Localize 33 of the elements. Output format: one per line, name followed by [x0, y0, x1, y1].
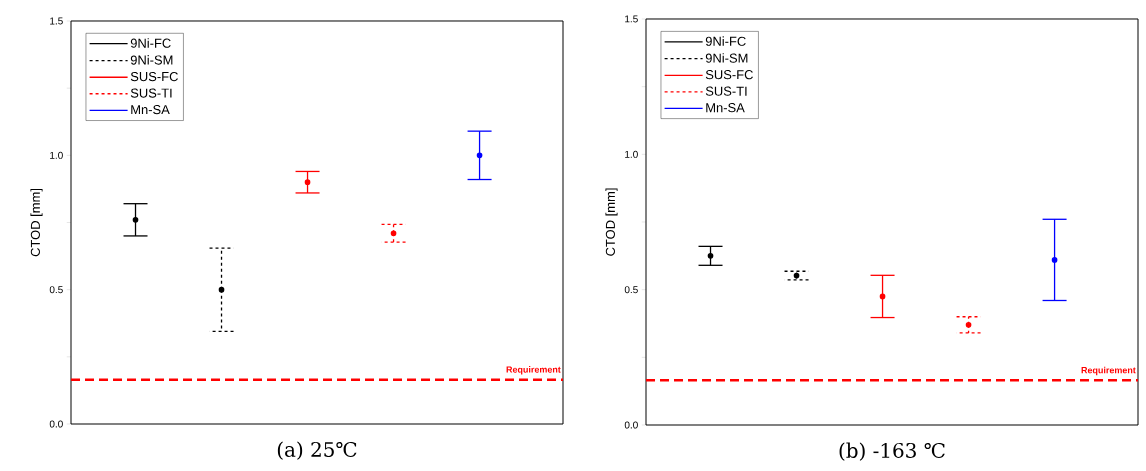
- legend-label: 9Ni-FC: [705, 36, 746, 46]
- y-tick-label: 0.5: [624, 286, 638, 294]
- point: [476, 152, 483, 159]
- y-tick-label: 0.5: [49, 286, 63, 294]
- legend-label: SUS-TI: [705, 86, 747, 96]
- y-tick-label: 1.5: [50, 17, 63, 25]
- ref-line-label: Requirement: [506, 366, 561, 375]
- legend-label: SUS-TI: [130, 88, 172, 98]
- legend-label: 9Ni-SM: [705, 53, 748, 63]
- legend-label: SUS-FC: [705, 70, 753, 80]
- y-axis-title: CTOD [mm]: [605, 188, 618, 256]
- legend-label: Mn-SA: [706, 103, 745, 113]
- point: [1051, 257, 1058, 263]
- y-tick-label: 1.0: [50, 151, 63, 159]
- point: [965, 322, 972, 328]
- text: (b) -163 ℃: [839, 442, 945, 461]
- legend-label: Mn-SA: [131, 105, 170, 115]
- ref-line-label: Requirement: [1081, 366, 1136, 376]
- y-tick-label: 0.0: [49, 420, 63, 428]
- legend-label: SUS-FC: [130, 71, 178, 82]
- point: [879, 293, 886, 300]
- text: (a) 25℃: [277, 441, 357, 460]
- point: [707, 252, 714, 259]
- point: [218, 286, 225, 293]
- point: [304, 179, 311, 186]
- y-tick-label: 1.5: [625, 15, 638, 23]
- y-tick-label: 0.0: [624, 421, 638, 429]
- legend-label: 9Ni-SM: [130, 55, 173, 65]
- legend-label: 9Ni-FC: [130, 38, 171, 48]
- point: [132, 216, 139, 223]
- y-axis-title: CTOD [mm]: [30, 189, 43, 257]
- point: [390, 230, 397, 237]
- y-tick-label: 1.0: [625, 150, 638, 158]
